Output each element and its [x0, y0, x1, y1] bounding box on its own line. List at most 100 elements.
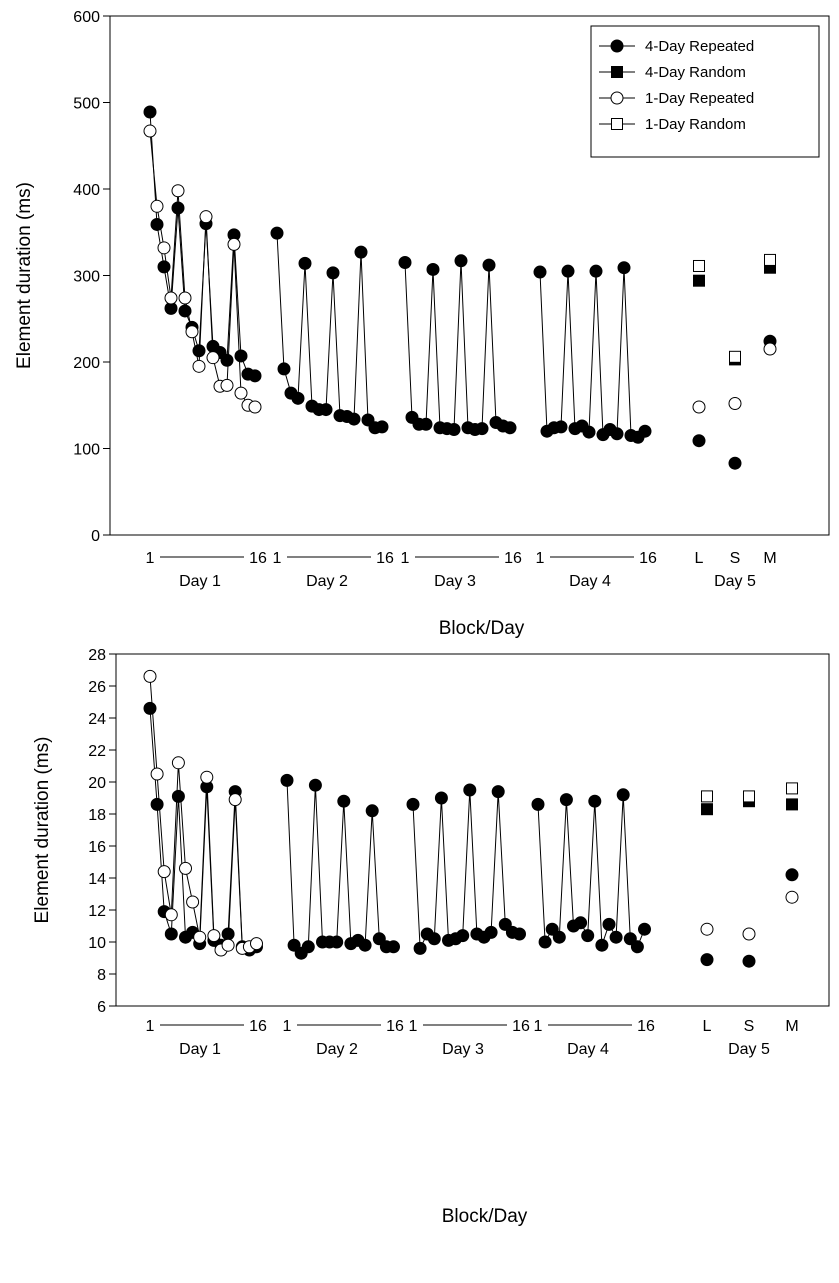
day-name-label: Day 1 [179, 1041, 221, 1058]
legend-label: 4-Day Random [645, 64, 746, 81]
data-point [574, 916, 588, 930]
data-point [456, 929, 470, 943]
series-4-day-repeated [143, 105, 777, 470]
y-tick-label: 14 [88, 871, 106, 888]
day-start-label: 1 [536, 550, 545, 567]
y-tick-label: 24 [88, 711, 106, 728]
data-point [693, 259, 705, 272]
legend-marker [610, 91, 624, 105]
data-point [330, 935, 344, 949]
y-tick-label: 400 [73, 182, 100, 199]
data-point [143, 669, 157, 683]
day-end-label: 16 [376, 550, 394, 567]
data-point [785, 890, 799, 904]
data-point [171, 756, 185, 770]
data-point [171, 201, 185, 215]
x-axis-label: Block/Day [442, 1206, 528, 1227]
data-point [164, 291, 178, 305]
data-point [552, 930, 566, 944]
series-4-day-random [693, 261, 776, 366]
data-point [387, 940, 400, 954]
data-point [365, 804, 379, 818]
series-4-day-repeated [143, 701, 799, 968]
data-point [358, 938, 372, 952]
day-end-label: 16 [386, 1018, 404, 1035]
condition-label: M [785, 1018, 798, 1035]
data-point [764, 253, 776, 266]
data-point [164, 927, 178, 941]
y-tick-label: 22 [88, 743, 106, 760]
y-tick-label: 12 [88, 903, 106, 920]
data-point [157, 260, 171, 274]
data-point [701, 790, 713, 803]
day-name-label: Day 4 [567, 1041, 609, 1058]
data-point [728, 397, 742, 411]
data-point [250, 937, 263, 951]
data-point [742, 954, 756, 968]
data-point [692, 434, 706, 448]
data-point [171, 789, 185, 803]
data-point [582, 425, 596, 439]
data-point [171, 184, 185, 198]
data-point [150, 797, 164, 811]
top-chart: 0 100 200 300 400 500 600 Element duration (ms)… [14, 9, 830, 639]
day-start-label: 1 [146, 1018, 155, 1035]
data-point [786, 798, 798, 811]
data-point [630, 940, 644, 954]
data-point [185, 325, 199, 339]
data-point [785, 868, 799, 882]
condition-label: L [703, 1018, 712, 1035]
y-tick-label: 500 [73, 96, 100, 113]
condition-label: S [730, 550, 741, 567]
day-start-label: 1 [273, 550, 282, 567]
data-point [413, 941, 427, 955]
data-point [581, 929, 595, 943]
data-point [538, 935, 552, 949]
data-point [531, 797, 545, 811]
data-point [700, 922, 714, 936]
data-point [228, 793, 242, 807]
data-point [692, 400, 706, 414]
day-name-label: Day 3 [442, 1041, 484, 1058]
day-end-label: 16 [639, 550, 657, 567]
day-start-label: 1 [283, 1018, 292, 1035]
data-point [503, 421, 517, 435]
data-point [157, 865, 171, 879]
plot-frame [115, 653, 830, 1007]
data-point [700, 953, 714, 967]
x-axis-label: Block/Day [439, 618, 525, 639]
data-point [559, 793, 573, 807]
day-start-label: 1 [409, 1018, 418, 1035]
data-point [298, 256, 312, 270]
data-point [186, 895, 200, 909]
data-point [786, 782, 798, 795]
legend-label: 1-Day Random [645, 116, 746, 133]
y-tick-label: 200 [73, 355, 100, 372]
day-name-label: Day 3 [434, 573, 476, 590]
data-point [337, 794, 351, 808]
data-point [554, 420, 568, 434]
data-point [595, 938, 609, 952]
data-point [291, 391, 305, 405]
data-point [419, 417, 433, 431]
series-line [539, 267, 646, 438]
day-end-label: 16 [249, 1018, 267, 1035]
data-point [434, 791, 448, 805]
data-point [248, 400, 262, 414]
data-point [354, 245, 368, 259]
y-tick-label: 100 [73, 442, 100, 459]
legend-label: 4-Day Repeated [645, 38, 754, 55]
data-point [234, 386, 248, 400]
legend: 4-Day Repeated 4-Day Random 1-Day Repeated… [590, 25, 820, 158]
data-point [248, 369, 262, 383]
series-1-day-repeated [143, 124, 777, 414]
data-point [701, 803, 713, 816]
data-point [693, 274, 705, 287]
data-point [475, 422, 489, 436]
y-axis-label: Element duration (ms) [14, 182, 35, 369]
data-point [484, 925, 498, 939]
data-point [406, 797, 420, 811]
data-point [220, 353, 234, 367]
data-point [347, 412, 361, 426]
y-tick-label: 28 [88, 647, 106, 664]
